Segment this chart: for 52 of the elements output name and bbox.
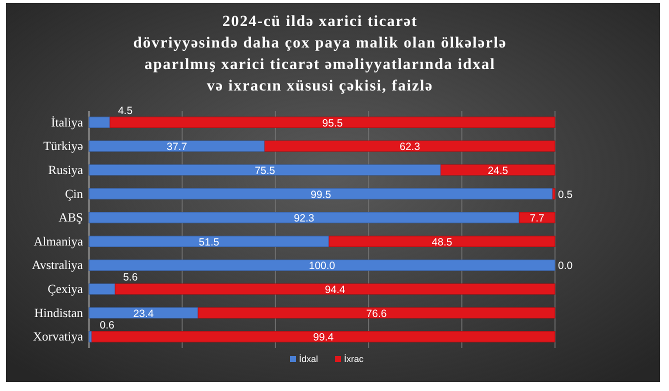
data-label: 100.0	[308, 260, 336, 272]
bar	[88, 331, 92, 342]
bar	[88, 236, 330, 248]
data-label: 7.7	[530, 212, 545, 225]
data-label: 5.6	[123, 272, 138, 284]
bar	[552, 188, 556, 200]
y-tick-label: Rusiya	[48, 162, 84, 177]
y-tick-label: Almaniya	[34, 234, 84, 248]
bar	[328, 236, 556, 248]
y-tick-label: Türkiyə	[43, 139, 84, 154]
data-label: 23.4	[133, 308, 154, 320]
data-label: 62.3	[400, 141, 420, 154]
data-label: 99.5	[310, 188, 332, 201]
bar	[88, 140, 265, 152]
y-tick-label: Avstraliya	[32, 258, 84, 272]
data-label: 99.4	[313, 332, 334, 344]
y-tick-label: Çexiya	[48, 282, 84, 296]
data-label: 4.5	[118, 104, 133, 117]
bar	[88, 212, 520, 224]
y-tick-label: Hindistan	[34, 306, 84, 320]
data-label: 51.5	[198, 236, 220, 248]
bar	[88, 188, 553, 200]
data-label: 0.5	[558, 188, 573, 201]
bar	[114, 283, 556, 295]
bar	[264, 140, 556, 152]
bar	[198, 307, 556, 318]
data-label: 95.5	[322, 117, 343, 130]
data-label: 76.6	[366, 308, 387, 320]
data-label: 92.3	[294, 212, 314, 225]
bar	[88, 307, 198, 318]
bar	[92, 331, 556, 342]
y-tick-label: İtaliya	[51, 115, 84, 130]
data-label: 0.0	[558, 260, 573, 272]
bar	[88, 164, 442, 176]
bar	[110, 116, 556, 128]
data-label: 0.6	[100, 319, 115, 332]
data-label: 48.5	[432, 236, 452, 248]
data-label: 37.7	[166, 141, 188, 154]
chart-title: 2024-cü ildə xarici ticarət dövriyyəsində daha çox paya malik olan ölkələrlə aparılmış xarici ticarət əməliyyatlarında idxal və ixracın xüsusi çəkisi, faizlə	[133, 13, 507, 94]
y-tick-label: ABŞ	[58, 210, 84, 225]
legend-label: İdxal	[299, 354, 318, 364]
bar	[88, 260, 556, 271]
data-label: 94.4	[324, 284, 346, 296]
y-tick-label: Xorvatiya	[33, 330, 84, 344]
y-tick-label: Çin	[64, 186, 84, 201]
bar	[440, 164, 556, 176]
bar	[88, 283, 116, 295]
bar	[88, 116, 110, 128]
data-label: 24.5	[488, 164, 508, 177]
data-label: 75.5	[254, 164, 276, 177]
series-label: İxrac	[344, 354, 364, 364]
bar	[518, 212, 556, 224]
